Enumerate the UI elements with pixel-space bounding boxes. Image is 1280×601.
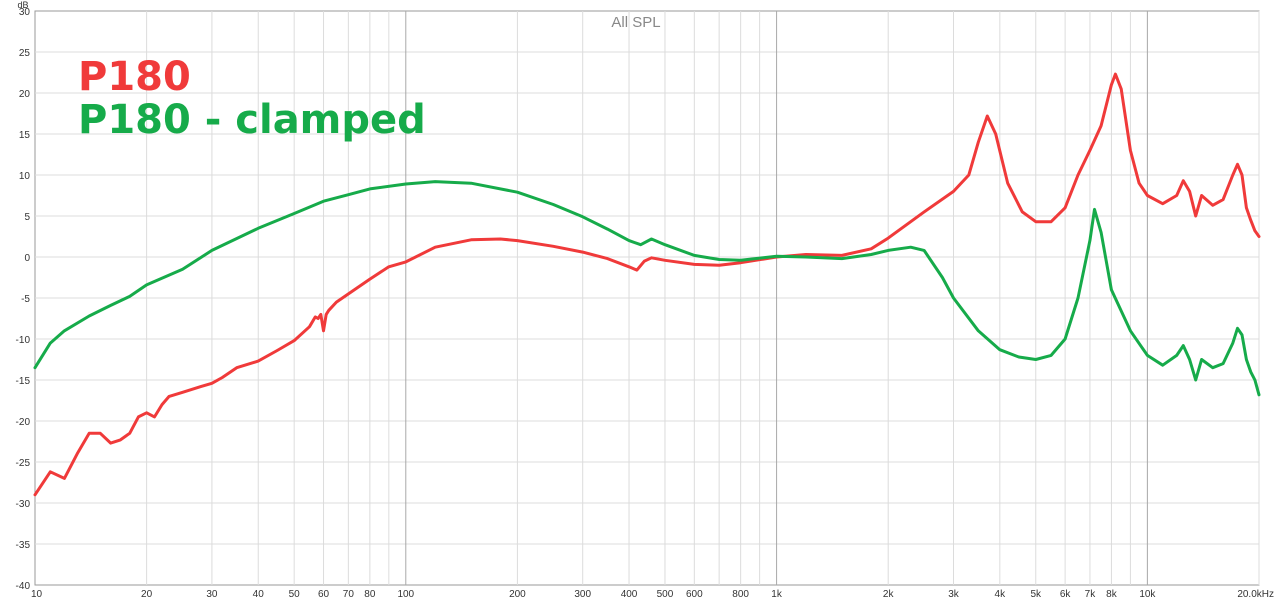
y-axis-unit-label: dB xyxy=(17,0,28,10)
x-tick-labels: 10 20 30 40 50 60 70 80 100 200 300 400 500 600 800 1k 2… xyxy=(31,589,1274,600)
x-tick-label: 1k xyxy=(771,589,783,600)
x-tick-label: 800 xyxy=(732,589,749,600)
x-tick-label: 400 xyxy=(621,589,638,600)
x-tick-label: 600 xyxy=(686,589,703,600)
series-line-p180-clamped xyxy=(33,180,1261,397)
y-tick-label: 15 xyxy=(19,130,31,141)
x-tick-label: 30 xyxy=(206,589,218,600)
x-tick-label: 5k xyxy=(1030,589,1042,600)
series-line-p180 xyxy=(33,72,1261,497)
x-tick-label: 10 xyxy=(31,589,43,600)
y-tick-label: -10 xyxy=(16,335,31,346)
x-tick-label: 10k xyxy=(1139,589,1156,600)
y-tick-label: 25 xyxy=(19,48,31,59)
y-tick-label: 0 xyxy=(24,253,30,264)
y-tick-label: -25 xyxy=(16,458,31,469)
x-tick-label: 70 xyxy=(343,589,355,600)
x-tick-label: 3k xyxy=(948,589,960,600)
x-tick-label: 300 xyxy=(574,589,591,600)
y-tick-labels: 30 25 20 15 10 5 0 -5 -10 -15 -20 -25 -30 -35 -40 xyxy=(16,7,31,592)
series-lines xyxy=(33,72,1261,497)
x-tick-label: 8k xyxy=(1106,589,1118,600)
x-tick-label: 60 xyxy=(318,589,330,600)
y-tick-label: -20 xyxy=(16,417,31,428)
x-tick-label: 6k xyxy=(1060,589,1072,600)
y-tick-label: -40 xyxy=(16,581,31,592)
y-tick-label: 5 xyxy=(24,212,30,223)
legend-entry-p180: P180 xyxy=(78,54,191,100)
x-tick-label: 7k xyxy=(1085,589,1097,600)
y-tick-label: 30 xyxy=(19,7,31,18)
grid xyxy=(35,11,1260,585)
y-tick-label: -30 xyxy=(16,499,31,510)
legend-entry-p180-clamped: P180 - clamped xyxy=(78,97,426,143)
y-tick-label: -15 xyxy=(16,376,31,387)
x-tick-label: 500 xyxy=(657,589,674,600)
y-tick-label: -5 xyxy=(21,294,30,305)
y-tick-label: 20 xyxy=(19,89,31,100)
y-tick-label: -35 xyxy=(16,540,31,551)
x-tick-label: 200 xyxy=(509,589,526,600)
x-tick-label: 2k xyxy=(883,589,895,600)
y-tick-label: 10 xyxy=(19,171,31,182)
x-tick-label: 80 xyxy=(364,589,376,600)
x-tick-label: 50 xyxy=(289,589,301,600)
x-tick-label: 20 xyxy=(141,589,153,600)
x-tick-label: 40 xyxy=(253,589,265,600)
x-tick-label: 100 xyxy=(397,589,414,600)
x-tick-label: 20.0kHz xyxy=(1237,589,1274,600)
x-tick-label: 4k xyxy=(995,589,1007,600)
chart-title: All SPL xyxy=(611,14,660,31)
